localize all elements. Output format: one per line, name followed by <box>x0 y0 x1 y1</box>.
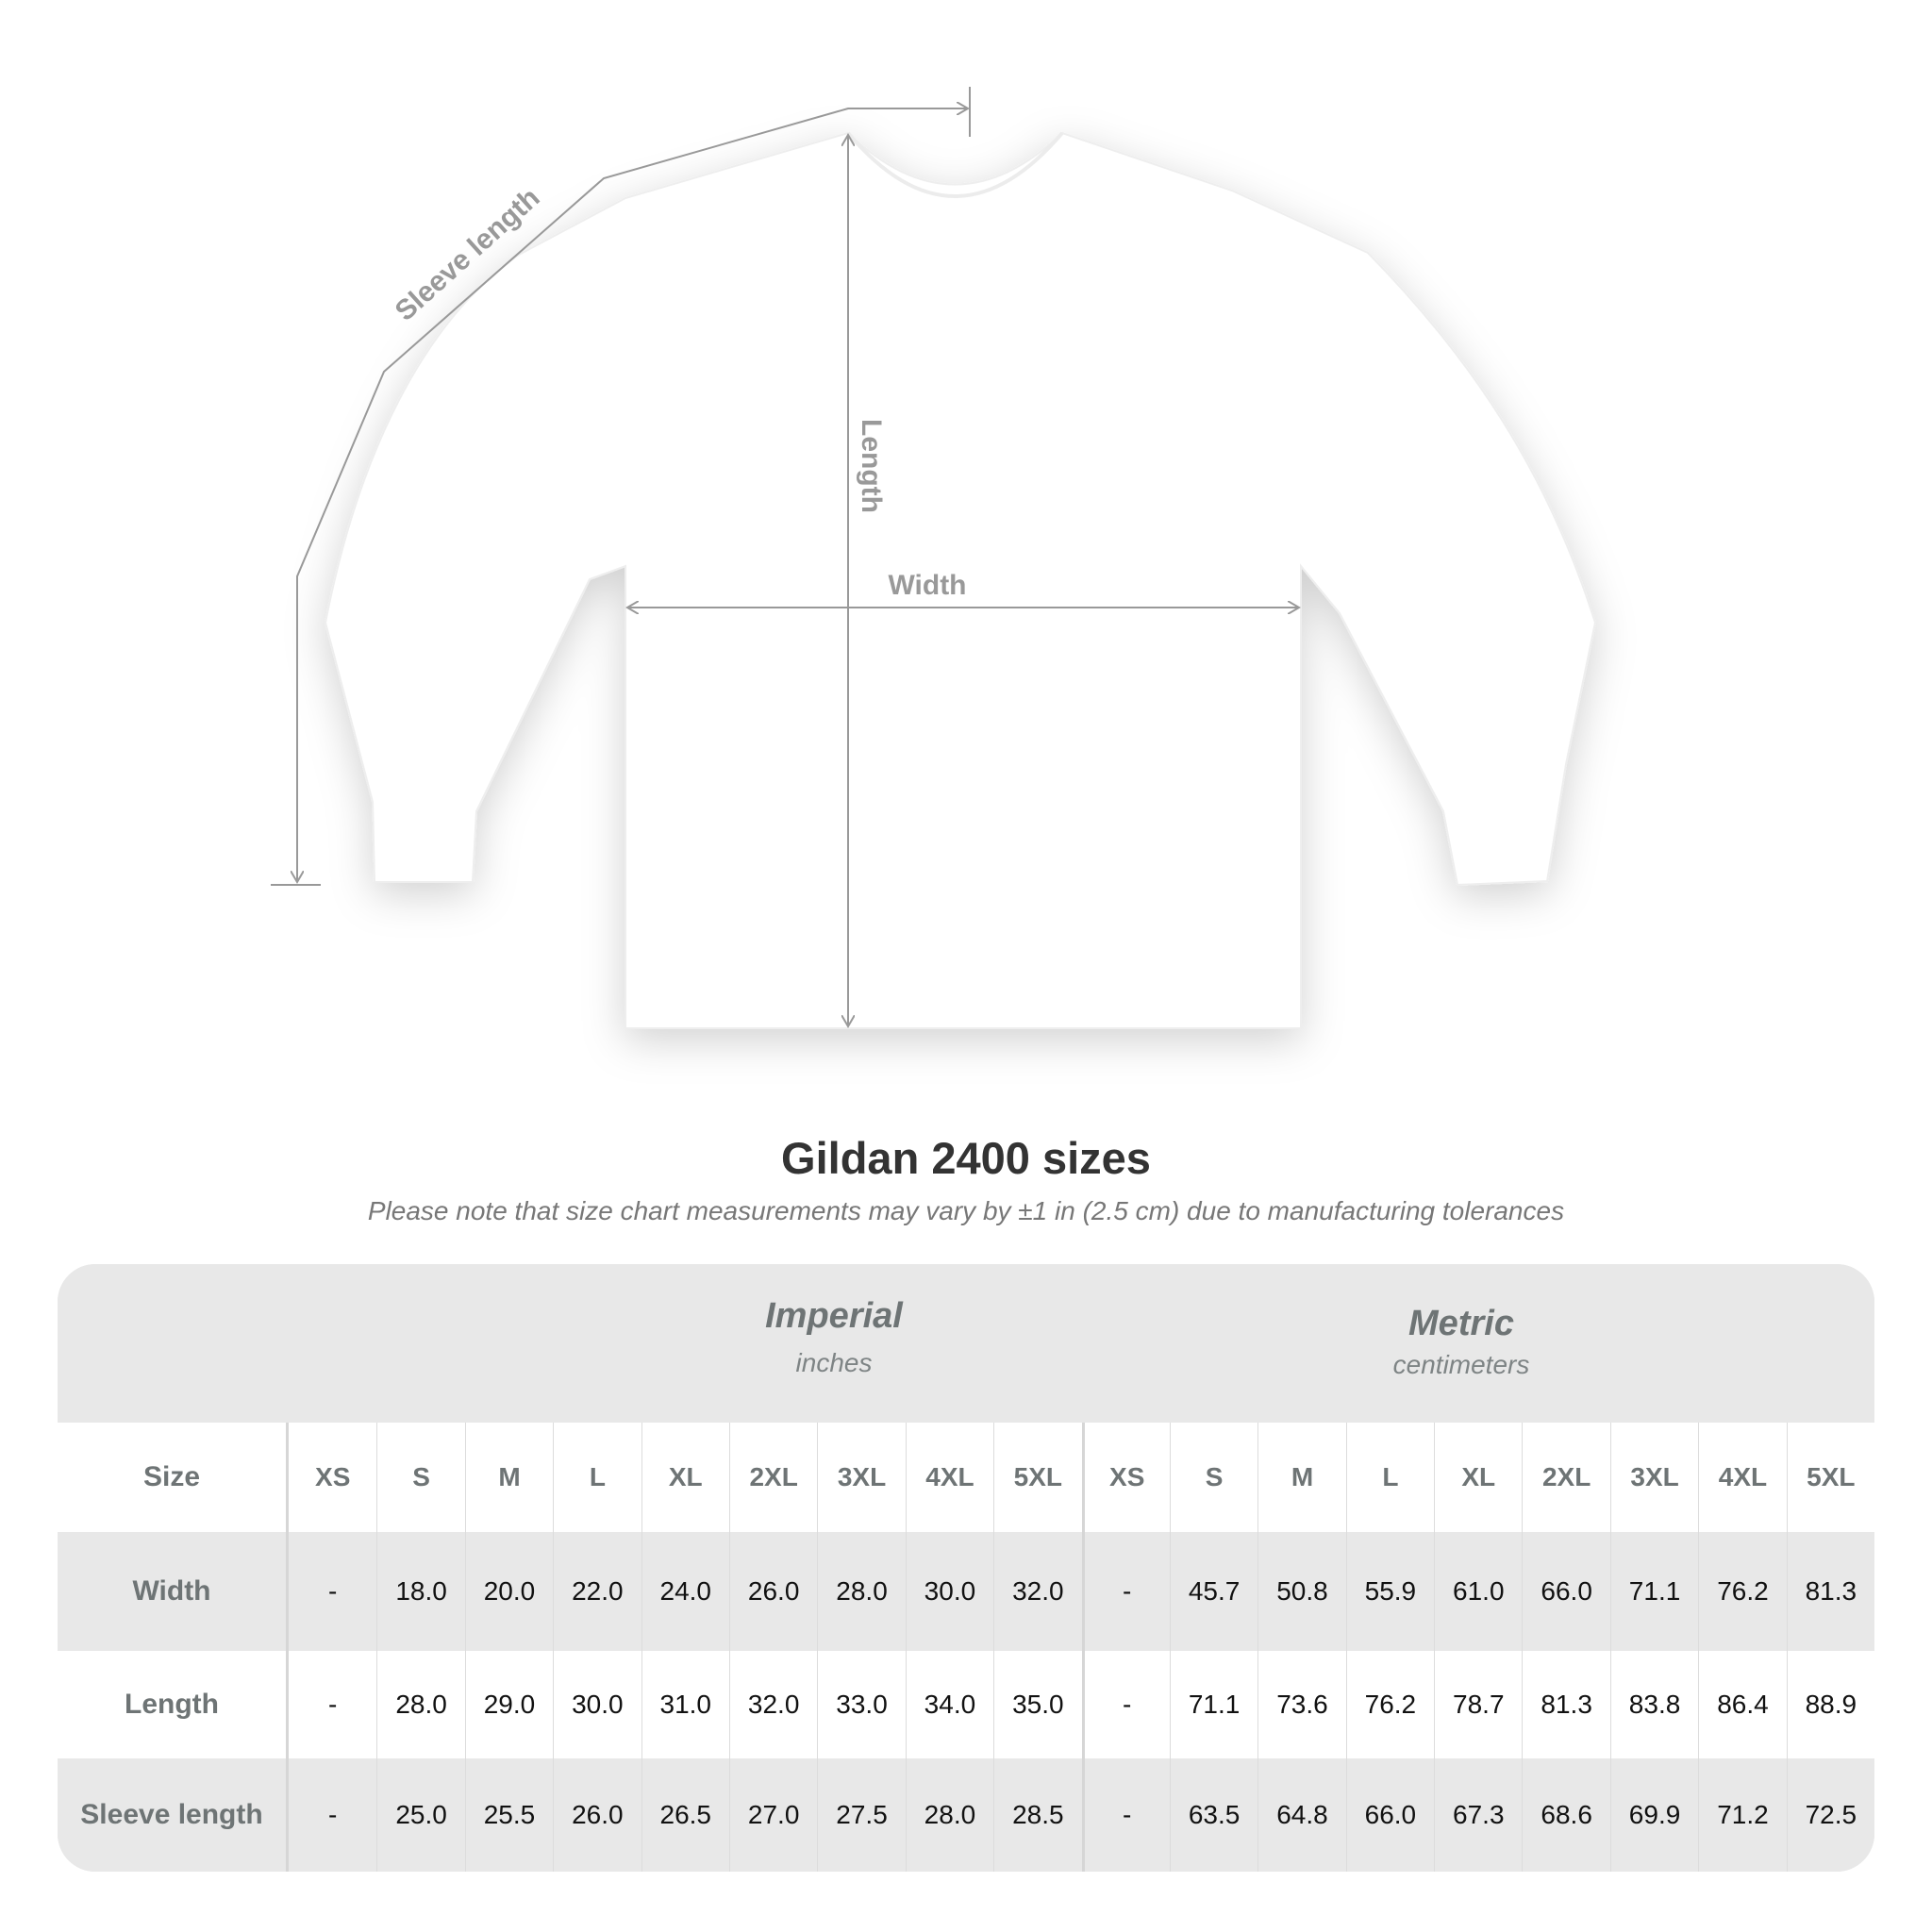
value-cell-metric: 83.8 <box>1609 1651 1698 1758</box>
table-row-sleeve-length: Sleeve length -25.0 25.5 26.0 26.5 27.0 27.5 28… <box>58 1758 1874 1872</box>
value-cell-imperial: 35.0 <box>993 1651 1081 1758</box>
size-header-row: Size XS S M L XL 2XL 3XL 4XL 5XL XS S M L XL 2XL 3XL 4XL 5… <box>58 1423 1874 1532</box>
size-header-metric: S <box>1169 1423 1257 1532</box>
value-cell-imperial: 27.5 <box>817 1758 905 1872</box>
imperial-title: Imperial <box>765 1296 903 1336</box>
value-cell-imperial: 18.0 <box>376 1532 464 1651</box>
value-cell-imperial: 28.0 <box>376 1651 464 1758</box>
value-cell-metric: 72.5 <box>1786 1758 1874 1872</box>
size-header-metric: 5XL <box>1786 1423 1874 1532</box>
value-cell-imperial: 20.0 <box>464 1532 553 1651</box>
size-header-imperial: 5XL <box>993 1423 1081 1532</box>
shirt-measurement-diagram: Sleeve length Length Width <box>271 87 1597 1029</box>
size-header-metric: XS <box>1081 1423 1170 1532</box>
value-cell-imperial: - <box>328 1690 338 1719</box>
value-cell-imperial: 26.0 <box>728 1532 817 1651</box>
imperial-header: Imperial inches <box>504 1296 1164 1378</box>
size-header-imperial: S <box>376 1423 464 1532</box>
value-cell-metric: 66.0 <box>1522 1532 1609 1651</box>
value-cell-metric: 50.8 <box>1257 1532 1345 1651</box>
size-table: Imperial inches Metric centimeters Size X… <box>58 1264 1874 1872</box>
page-title: Gildan 2400 sizes <box>781 1133 1151 1183</box>
size-header-imperial: 4XL <box>905 1423 993 1532</box>
row-label: Width <box>58 1532 289 1651</box>
size-header-imperial: L <box>553 1423 641 1532</box>
tolerance-note: Please note that size chart measurements… <box>367 1196 1565 1225</box>
value-cell-metric: 71.2 <box>1698 1758 1786 1872</box>
width-label: Width <box>888 570 966 601</box>
value-cell-imperial: 24.0 <box>641 1532 729 1651</box>
value-cell-metric: 69.9 <box>1609 1758 1698 1872</box>
value-cell-imperial: - <box>328 1576 338 1606</box>
value-cell-imperial: 29.0 <box>464 1651 553 1758</box>
value-cell-metric: 63.5 <box>1169 1758 1257 1872</box>
length-label: Length <box>856 419 887 513</box>
value-cell-metric: 67.3 <box>1434 1758 1522 1872</box>
value-cell-imperial: 26.0 <box>553 1758 641 1872</box>
value-cell-imperial: 28.0 <box>905 1758 993 1872</box>
metric-header: Metric centimeters <box>1131 1304 1791 1380</box>
table-row-width: Width -18.0 20.0 22.0 24.0 26.0 28.0 30.0 32.0-4… <box>58 1532 1874 1651</box>
value-cell-metric: 71.1 <box>1609 1532 1698 1651</box>
value-cell-metric: 73.6 <box>1257 1651 1345 1758</box>
value-cell-metric: 71.1 <box>1169 1651 1257 1758</box>
size-header-metric: 3XL <box>1609 1423 1698 1532</box>
value-cell-metric: 64.8 <box>1257 1758 1345 1872</box>
imperial-unit: inches <box>795 1348 873 1377</box>
size-header-imperial: XS <box>315 1462 351 1491</box>
value-cell-metric: 45.7 <box>1169 1532 1257 1651</box>
size-header-metric: L <box>1345 1423 1434 1532</box>
value-cell-imperial: 32.0 <box>728 1651 817 1758</box>
size-header-metric: M <box>1257 1423 1345 1532</box>
sleeve-measure-line <box>271 87 971 886</box>
size-header-imperial: XL <box>641 1423 729 1532</box>
value-cell-metric: 86.4 <box>1698 1651 1786 1758</box>
table-row-length: Length -28.0 29.0 30.0 31.0 32.0 33.0 34.0 35.0-… <box>58 1651 1874 1758</box>
value-cell-imperial: 30.0 <box>905 1532 993 1651</box>
value-cell-metric: 55.9 <box>1345 1532 1434 1651</box>
value-cell-metric: 78.7 <box>1434 1651 1522 1758</box>
value-cell-metric: 76.2 <box>1345 1651 1434 1758</box>
size-header-imperial: 2XL <box>728 1423 817 1532</box>
metric-title: Metric <box>1408 1304 1514 1343</box>
value-cell-imperial: 31.0 <box>641 1651 729 1758</box>
value-cell-metric: 76.2 <box>1698 1532 1786 1651</box>
value-cell-imperial: 22.0 <box>553 1532 641 1651</box>
value-cell-metric: 88.9 <box>1786 1651 1874 1758</box>
value-cell-imperial: 34.0 <box>905 1651 993 1758</box>
value-cell-imperial: 28.0 <box>817 1532 905 1651</box>
value-cell-metric: 66.0 <box>1345 1758 1434 1872</box>
row-label: Sleeve length <box>58 1758 289 1872</box>
value-cell-metric: 81.3 <box>1522 1651 1609 1758</box>
size-header-metric: 4XL <box>1698 1423 1786 1532</box>
value-cell-metric: - <box>1081 1758 1170 1872</box>
unit-header-band: Imperial inches Metric centimeters <box>58 1264 1874 1423</box>
value-cell-imperial: 28.5 <box>993 1758 1081 1872</box>
size-header-metric: XL <box>1434 1423 1522 1532</box>
value-cell-imperial: 26.5 <box>641 1758 729 1872</box>
value-cell-metric: - <box>1081 1532 1170 1651</box>
row-label: Size <box>58 1423 289 1532</box>
value-cell-imperial: 30.0 <box>553 1651 641 1758</box>
size-header-metric: 2XL <box>1522 1423 1609 1532</box>
size-header-imperial: M <box>464 1423 553 1532</box>
row-label: Length <box>58 1651 289 1758</box>
value-cell-imperial: 27.0 <box>728 1758 817 1872</box>
value-cell-imperial: 32.0 <box>993 1532 1081 1651</box>
value-cell-imperial: 25.0 <box>376 1758 464 1872</box>
value-cell-metric: 68.6 <box>1522 1758 1609 1872</box>
metric-unit: centimeters <box>1392 1350 1530 1379</box>
size-header-imperial: 3XL <box>817 1423 905 1532</box>
value-cell-metric: - <box>1081 1651 1170 1758</box>
value-cell-metric: 81.3 <box>1786 1532 1874 1651</box>
value-cell-imperial: 33.0 <box>817 1651 905 1758</box>
value-cell-imperial: 25.5 <box>464 1758 553 1872</box>
value-cell-imperial: - <box>328 1800 338 1829</box>
value-cell-metric: 61.0 <box>1434 1532 1522 1651</box>
